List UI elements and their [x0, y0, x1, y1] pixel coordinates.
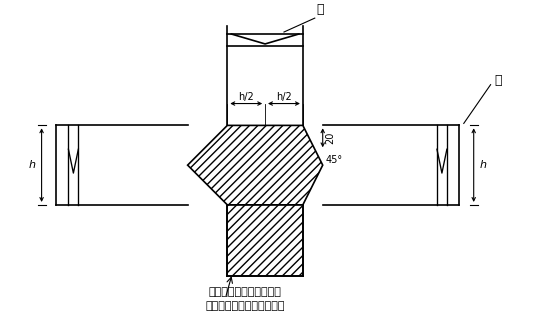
- Polygon shape: [227, 205, 303, 277]
- Text: 20: 20: [326, 131, 335, 144]
- Text: 凝土浇筑施工缝留置示意图: 凝土浇筑施工缝留置示意图: [206, 301, 285, 311]
- Text: h: h: [480, 160, 487, 170]
- Text: h/2: h/2: [276, 92, 292, 102]
- Text: 梁: 梁: [495, 74, 502, 87]
- Polygon shape: [188, 125, 323, 205]
- Text: h/2: h/2: [239, 92, 254, 102]
- Text: 45°: 45°: [326, 155, 343, 165]
- Text: 柱: 柱: [316, 3, 324, 16]
- Text: 梁、柱节点处不同等级混: 梁、柱节点处不同等级混: [209, 287, 282, 297]
- Text: h: h: [29, 160, 36, 170]
